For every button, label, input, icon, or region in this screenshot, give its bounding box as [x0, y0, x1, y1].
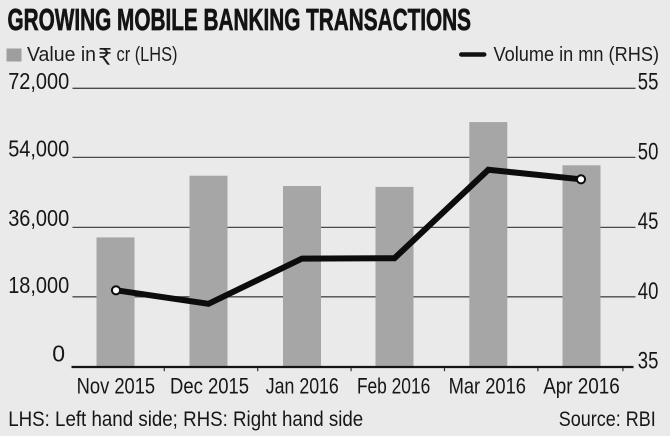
svg-text:Jan 2016: Jan 2016	[266, 374, 339, 399]
svg-text:54,000: 54,000	[8, 135, 69, 161]
svg-text:45: 45	[638, 208, 659, 235]
svg-text:Volume in mn (RHS): Volume in mn (RHS)	[494, 44, 660, 66]
svg-text:Apr 2016: Apr 2016	[543, 374, 620, 399]
svg-text:0: 0	[52, 341, 65, 367]
svg-text:50: 50	[638, 138, 659, 165]
svg-text:GROWING MOBILE BANKING TRANSAC: GROWING MOBILE BANKING TRANSACTIONS	[8, 3, 472, 37]
svg-text:40: 40	[638, 278, 659, 305]
svg-text:55: 55	[638, 68, 659, 95]
svg-text:18,000: 18,000	[8, 272, 69, 298]
svg-text:Dec 2015: Dec 2015	[170, 374, 249, 399]
svg-text:72,000: 72,000	[8, 68, 69, 94]
svg-text:Mar 2016: Mar 2016	[449, 374, 526, 399]
svg-text:35: 35	[638, 348, 659, 375]
svg-text:36,000: 36,000	[8, 205, 69, 231]
svg-text:Feb 2016: Feb 2016	[357, 374, 430, 399]
svg-text:LHS: Left hand side; RHS: Righ: LHS: Left hand side; RHS: Right hand sid…	[8, 408, 363, 431]
svg-text:Source: RBI: Source: RBI	[559, 408, 656, 431]
svg-text:Nov 2015: Nov 2015	[77, 374, 156, 399]
svg-text:cr (LHS): cr (LHS)	[117, 44, 178, 66]
svg-text:Value in: Value in	[27, 44, 96, 66]
